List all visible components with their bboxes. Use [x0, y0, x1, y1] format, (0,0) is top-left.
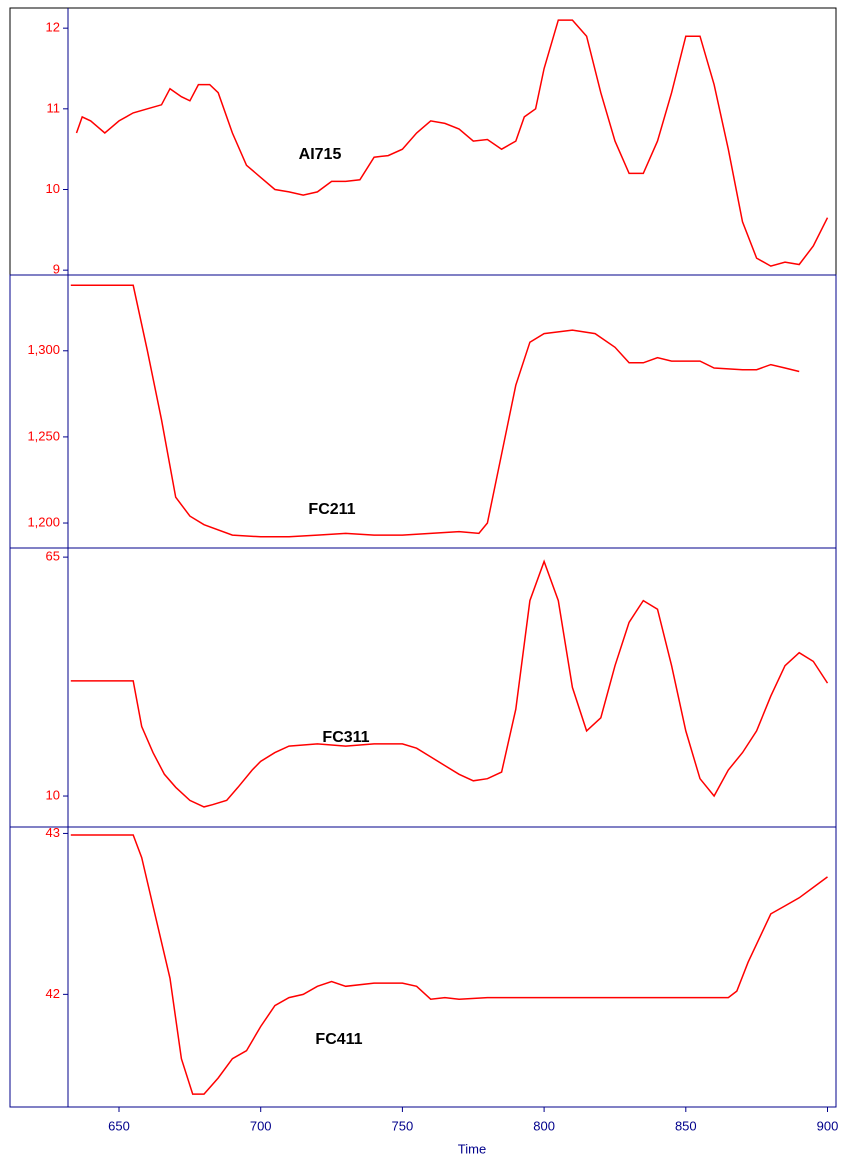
- series-line: [75, 19, 829, 267]
- y-tick-label: 1,300: [27, 342, 60, 357]
- series-label: FC311: [322, 729, 369, 746]
- x-tick-label: 800: [533, 1118, 555, 1133]
- y-tick-label: 10: [46, 181, 60, 196]
- x-tick-label: 900: [817, 1118, 839, 1133]
- x-tick-label: 750: [392, 1118, 414, 1133]
- panel-frame: [9, 7, 837, 276]
- series-line: [70, 284, 800, 538]
- series-line: [70, 559, 829, 808]
- y-tick-label: 1,200: [27, 514, 60, 529]
- series-label: AI715: [299, 146, 342, 163]
- y-tick-label: 9: [53, 262, 60, 277]
- y-tick-label: 65: [46, 549, 60, 564]
- panel-frame: [9, 826, 837, 1108]
- panel-frame: [9, 274, 837, 549]
- y-tick-label: 1,250: [27, 428, 60, 443]
- series-label: FC411: [315, 1031, 362, 1048]
- y-tick-label: 10: [46, 787, 60, 802]
- series-label: FC211: [308, 501, 355, 518]
- y-tick-label: 11: [47, 100, 61, 115]
- x-tick-label: 700: [250, 1118, 272, 1133]
- x-tick-label: 850: [675, 1118, 697, 1133]
- y-tick-label: 12: [46, 20, 60, 35]
- series-line: [70, 834, 828, 1095]
- y-tick-label: 42: [46, 986, 60, 1001]
- x-tick-label: 650: [108, 1118, 130, 1133]
- x-axis-label: Time: [458, 1141, 486, 1156]
- y-tick-label: 43: [46, 825, 60, 840]
